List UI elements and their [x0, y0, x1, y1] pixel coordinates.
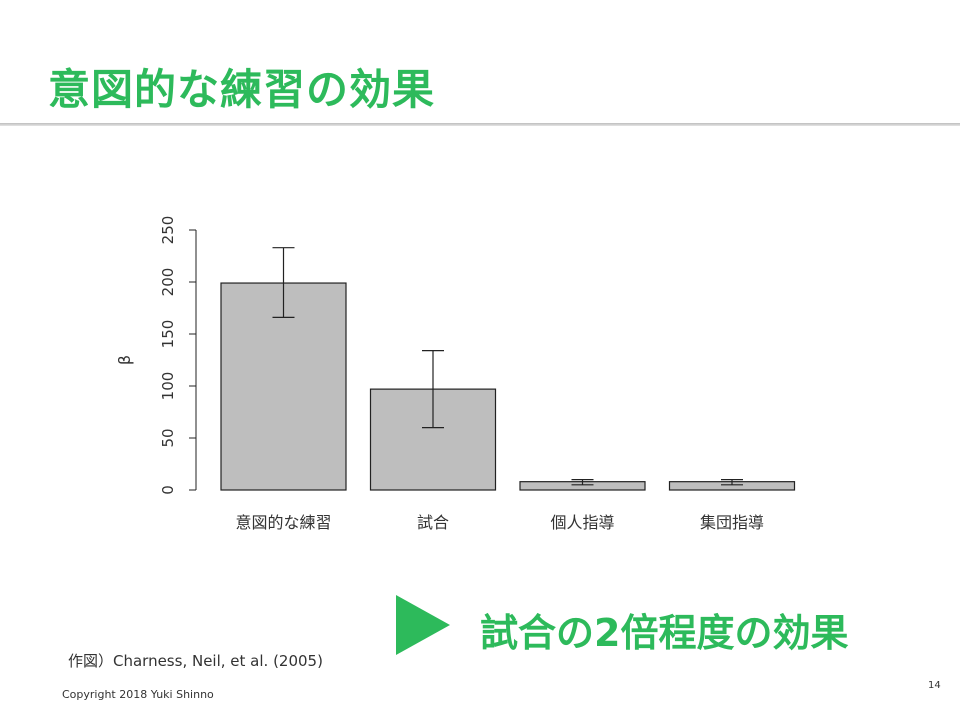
bars	[220, 282, 796, 491]
play-arrow-icon	[396, 595, 450, 655]
page-number: 14	[928, 680, 941, 691]
bar-chart: 0 50 100 150 200 250 β 意図的な練習 試合 個人指導 集団指導	[115, 216, 796, 532]
category-label: 意図的な練習	[235, 513, 331, 532]
category-label: 個人指導	[550, 513, 614, 532]
category-label: 試合	[417, 513, 449, 532]
source-citation: 作図）Charness, Neil, et al. (2005)	[68, 652, 323, 670]
y-axis: 0 50 100 150 200 250	[159, 216, 197, 495]
y-tick-label: 150	[159, 320, 177, 349]
y-tick-label: 250	[159, 216, 177, 245]
y-tick-label: 0	[159, 485, 177, 495]
y-tick-label: 100	[159, 372, 177, 401]
y-tick-label: 200	[159, 268, 177, 297]
slide-title: 意図的な練習の効果	[48, 65, 436, 114]
title-divider	[0, 123, 960, 126]
category-label: 集団指導	[700, 513, 764, 532]
error-bars	[272, 247, 743, 486]
conclusion-text: 試合の2倍程度の効果	[480, 611, 849, 655]
conclusion: 試合の2倍程度の効果	[396, 594, 916, 658]
copyright: Copyright 2018 Yuki Shinno	[62, 688, 214, 701]
y-axis-label: β	[115, 355, 134, 365]
x-axis-labels: 意図的な練習 試合 個人指導 集団指導	[235, 513, 764, 532]
y-tick-label: 50	[159, 428, 177, 447]
